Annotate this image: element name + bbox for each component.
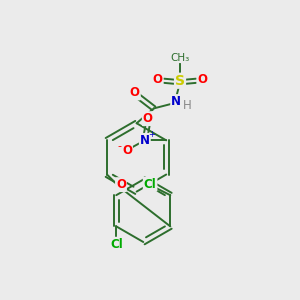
Text: O: O [197, 73, 207, 86]
Text: H: H [183, 99, 191, 112]
Text: O: O [116, 178, 126, 191]
Text: O: O [153, 73, 163, 86]
Text: CH₃: CH₃ [170, 52, 190, 63]
Text: N: N [140, 134, 150, 147]
Text: S: S [175, 74, 185, 88]
Text: N: N [171, 95, 181, 108]
Text: Cl: Cl [110, 238, 123, 251]
Text: Cl: Cl [144, 178, 157, 191]
Text: +: + [148, 130, 155, 139]
Text: -: - [118, 141, 122, 151]
Text: O: O [122, 144, 132, 157]
Text: O: O [130, 86, 140, 99]
Text: O: O [143, 112, 153, 125]
